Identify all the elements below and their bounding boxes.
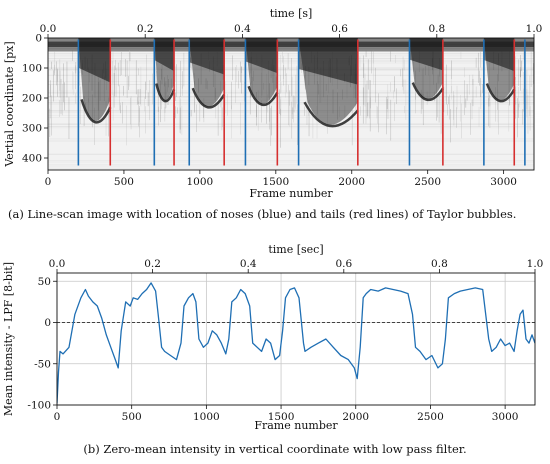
panel-a-time-tick-label: 1.0 bbox=[526, 23, 543, 35]
panel-b: time [sec] 0.0 0.2 0.4 0.6 0.8 1.0 0 500 1000 15… bbox=[2, 243, 543, 456]
panel-a-x-tick-label: 2000 bbox=[338, 176, 365, 188]
panel-a-time-tick-label: 0.6 bbox=[331, 23, 348, 35]
panel-b-y-axis-label: Mean intensity - LPF [8-bit] bbox=[2, 262, 15, 416]
panel-a-time-tick-label: 0.2 bbox=[137, 23, 154, 35]
panel-b-series-line bbox=[57, 282, 535, 404]
panel-b-time-tick-label: 0.8 bbox=[431, 258, 448, 270]
bubble-tail-edge bbox=[485, 83, 516, 103]
panel-b-y-ticks: -100 -50 0 50 bbox=[27, 276, 57, 412]
bubble-core bbox=[483, 38, 515, 72]
panel-a-time-tick-label: 0.0 bbox=[40, 23, 57, 35]
panel-a-y-tick-label: 0 bbox=[35, 33, 42, 45]
image-top-core bbox=[48, 41, 534, 47]
panel-b-y-tick-label: -50 bbox=[34, 358, 51, 370]
panel-b-x-ticks: 0 500 1000 1500 2000 2500 3000 bbox=[54, 405, 519, 423]
panel-a-time-ticks: 0.0 0.2 0.4 0.6 0.8 1.0 bbox=[40, 23, 543, 38]
panel-b-time-tick-label: 0.6 bbox=[335, 258, 352, 270]
panel-a-y-ticks: 0 100 200 300 400 bbox=[22, 33, 48, 165]
panel-a-x-ticks: 0 500 1000 1500 2000 2500 3000 bbox=[45, 170, 517, 188]
panel-a-time-tick-label: 0.4 bbox=[234, 23, 251, 35]
panel-b-x-axis-label: Frame number bbox=[254, 419, 338, 432]
panel-b-x-tick-label: 1500 bbox=[268, 411, 295, 423]
panel-a-time-axis-label: time [s] bbox=[270, 7, 313, 20]
panel-b-x-tick-label: 2000 bbox=[342, 411, 369, 423]
bubble-tail-edge bbox=[80, 99, 112, 124]
panel-a-image-background bbox=[48, 38, 534, 170]
bubble-core bbox=[298, 38, 358, 85]
bubble-core bbox=[409, 38, 443, 71]
panel-b-time-tick-label: 0.4 bbox=[240, 258, 257, 270]
panel-a-caption: (a) Line-scan image with location of nos… bbox=[8, 207, 516, 221]
panel-b-x-tick-label: 500 bbox=[122, 411, 142, 423]
panel-b-x-tick-label: 2500 bbox=[417, 411, 444, 423]
bubble-tail-edge bbox=[191, 87, 226, 109]
panel-a-x-tick-label: 3000 bbox=[490, 176, 517, 188]
panel-b-frame bbox=[56, 272, 536, 406]
panel-a-x-tick-label: 0 bbox=[45, 176, 52, 188]
panel-a-x-tick-label: 1500 bbox=[262, 176, 289, 188]
panel-b-y-tick-label: 50 bbox=[38, 276, 51, 288]
panel-a-x-tick-label: 500 bbox=[114, 176, 134, 188]
bubble-tail-edge bbox=[247, 85, 279, 106]
bubble-core bbox=[78, 38, 111, 83]
panel-a-y-axis-label: Vertial coordinate [px] bbox=[3, 41, 16, 167]
panel-b-time-tick-label: 1.0 bbox=[527, 258, 544, 270]
panel-a-y-tick-label: 100 bbox=[22, 63, 42, 75]
panel-b-x-tick-label: 3000 bbox=[492, 411, 519, 423]
panel-a-y-tick-label: 400 bbox=[22, 153, 42, 165]
panel-b-time-axis-label: time [sec] bbox=[268, 243, 323, 256]
panel-b-time-tick-label: 0.0 bbox=[49, 258, 66, 270]
panel-a-frame bbox=[47, 37, 535, 171]
panel-b-x-tick-label: 1000 bbox=[193, 411, 220, 423]
panel-b-caption: (b) Zero-mean intensity in vertical coor… bbox=[83, 442, 466, 456]
panel-a-x-tick-label: 2500 bbox=[414, 176, 441, 188]
panel-b-y-tick-label: 0 bbox=[44, 317, 51, 329]
bubble-core bbox=[189, 38, 225, 75]
panel-a-y-tick-label: 300 bbox=[22, 123, 42, 135]
bubble-core bbox=[154, 38, 175, 72]
panel-b-time-ticks: 0.0 0.2 0.4 0.6 0.8 1.0 bbox=[49, 258, 544, 273]
panel-b-time-tick-label: 0.2 bbox=[144, 258, 161, 270]
bubble-tail-edge bbox=[303, 101, 359, 128]
bubble-tail-edge bbox=[155, 83, 176, 103]
panel-b-x-tick-label: 0 bbox=[54, 411, 61, 423]
panel-a: time [s] 0.0 0.2 0.4 0.6 0.8 1.0 0 500 1000 1500… bbox=[3, 7, 542, 221]
panel-a-y-tick-label: 200 bbox=[22, 93, 42, 105]
panel-b-y-tick-label: -100 bbox=[27, 400, 51, 412]
panel-a-x-axis-label: Frame number bbox=[249, 187, 333, 200]
panel-a-x-tick-label: 1000 bbox=[187, 176, 214, 188]
panel-a-bubble-lines bbox=[77, 39, 526, 166]
bubble-tail-edge bbox=[411, 82, 444, 102]
panel-a-time-tick-label: 0.8 bbox=[428, 23, 445, 35]
panel-b-grid bbox=[56, 273, 535, 406]
bubble-core bbox=[245, 38, 278, 74]
